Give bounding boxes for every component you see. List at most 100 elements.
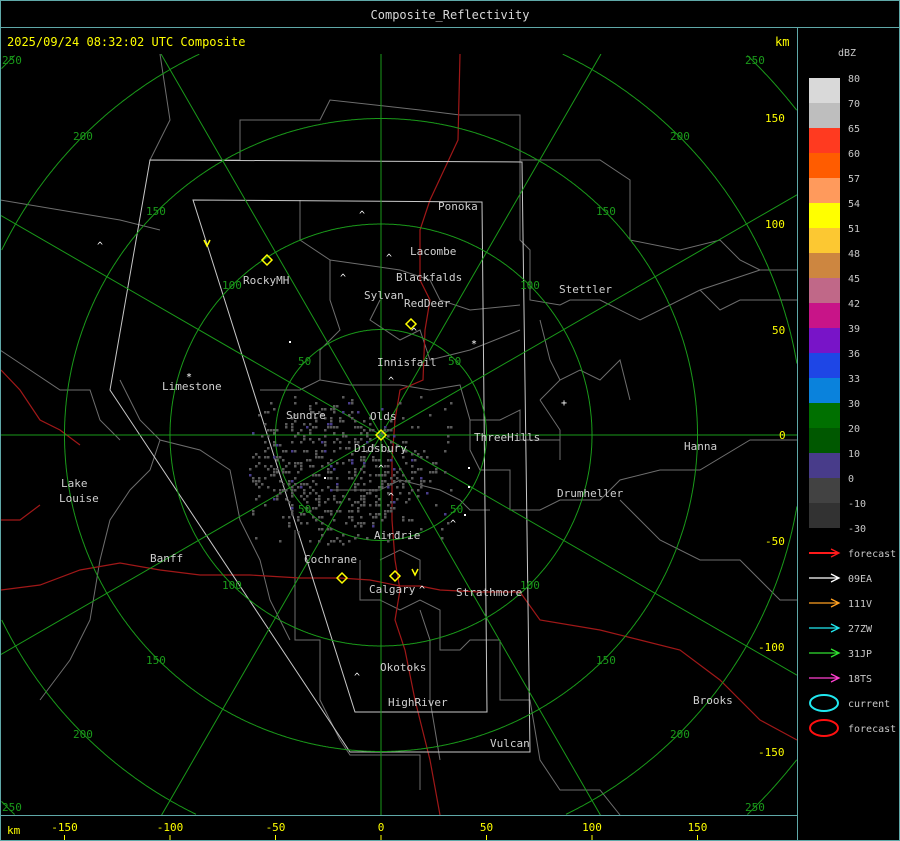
echo-pixel (270, 474, 273, 477)
echo-pixel (360, 504, 363, 507)
ring-label: 200 (73, 130, 93, 143)
city-label[interactable]: Olds (370, 410, 397, 423)
city-label[interactable]: Lake (61, 477, 88, 490)
caret-marker-icon: ^ (411, 327, 417, 338)
echo-pixel (288, 522, 291, 525)
city-label[interactable]: Blackfalds (396, 271, 462, 284)
echo-pixel (417, 426, 420, 429)
echo-pixel (366, 435, 369, 438)
coverage-polygon-inner (192, 199, 488, 713)
city-label[interactable]: Ponoka (438, 200, 478, 213)
echo-pixel (372, 516, 375, 519)
echo-pixel (324, 510, 327, 513)
city-label[interactable]: RockyMH (243, 274, 289, 287)
city-label[interactable]: Strathmore (456, 586, 522, 599)
city-label[interactable]: Lacombe (410, 245, 456, 258)
city-label[interactable]: RedDeer (404, 297, 451, 310)
echo-pixel (336, 537, 339, 540)
echo-pixel (327, 543, 330, 546)
echo-pixel (285, 426, 288, 429)
range-ring (747, 55, 797, 111)
city-label[interactable]: Brooks (693, 694, 733, 707)
radar-site-icon[interactable] (388, 569, 402, 583)
range-ring (565, 506, 797, 815)
echo-pixel (342, 543, 345, 546)
track-legend-item: 111V (809, 598, 872, 610)
echo-pixel (420, 480, 423, 483)
city-label[interactable]: ThreeHills (474, 431, 540, 444)
city-label[interactable]: Sundre (286, 409, 326, 422)
echo-pixel (396, 498, 399, 501)
echo-pixel (303, 492, 306, 495)
city-label[interactable]: Okotoks (380, 661, 426, 674)
timestamp: 2025/09/24 08:32:02 UTC Composite (7, 35, 245, 49)
city-label[interactable]: Banff (150, 552, 183, 565)
echo-pixel (315, 426, 318, 429)
city-label[interactable]: Calgary (369, 583, 416, 596)
echo-pixel (411, 519, 414, 522)
city-label[interactable]: Limestone (162, 380, 222, 393)
echo-pixel (360, 498, 363, 501)
echo-pixel (327, 528, 330, 531)
x-tick-label: 150 (688, 821, 708, 834)
echo-pixel (255, 465, 258, 468)
radar-site-icon[interactable] (260, 253, 274, 267)
ring-label: 150 (596, 205, 616, 218)
radar-site-icon[interactable] (374, 428, 388, 442)
echo-pixel (252, 480, 255, 483)
echo-pixel (342, 534, 345, 537)
echo-pixel (327, 423, 330, 426)
city-label[interactable]: Airdrie (374, 529, 420, 542)
echo-pixel (351, 417, 354, 420)
echo-pixel (360, 525, 363, 528)
echo-pixel (405, 480, 408, 483)
echo-pixel (354, 474, 357, 477)
echo-pixel (396, 486, 399, 489)
echo-pixel (309, 429, 312, 432)
echo-pixel (369, 513, 372, 516)
echo-pixel (339, 447, 342, 450)
echo-pixel (315, 519, 318, 522)
echo-pixel (348, 441, 351, 444)
radar-site-icon[interactable] (335, 571, 349, 585)
echo-pixel (420, 486, 423, 489)
echo-pixel (309, 405, 312, 408)
city-label[interactable]: Vulcan (490, 737, 530, 750)
echo-pixel (423, 450, 426, 453)
echo-pixel (297, 432, 300, 435)
echo-pixel (411, 453, 414, 456)
echo-pixel (381, 486, 384, 489)
echo-pixel (414, 471, 417, 474)
echo-pixel (255, 537, 258, 540)
echo-pixel (267, 435, 270, 438)
echo-pixel (363, 504, 366, 507)
echo-pixel (324, 444, 327, 447)
track-label: 18TS (848, 674, 872, 685)
echo-pixel (294, 396, 297, 399)
city-label[interactable]: Cochrane (304, 553, 357, 566)
y-tick: 150 (765, 112, 785, 125)
echo-pixel (351, 402, 354, 405)
y-tick: 50 (772, 324, 785, 337)
map-area[interactable]: 50 50 50 50 100 100 100 100 150 150 150 … (0, 54, 797, 815)
echo-pixel (411, 465, 414, 468)
radar-site-icon[interactable] (404, 317, 418, 331)
city-label[interactable]: Hanna (684, 440, 717, 453)
city-label[interactable]: HighRiver (388, 696, 448, 709)
level-label: 36 (848, 349, 860, 360)
city-label[interactable]: Louise (59, 492, 99, 505)
echo-pixel (336, 462, 339, 465)
city-label[interactable]: Innisfail (377, 356, 437, 369)
echo-pixel (384, 465, 387, 468)
echo-pixel (258, 477, 261, 480)
city-label[interactable]: Didsbury (354, 442, 407, 455)
city-label[interactable]: Stettler (559, 283, 612, 296)
echo-pixel (273, 429, 276, 432)
y-tick: 0 (779, 429, 786, 442)
city-label[interactable]: Sylvan (364, 289, 404, 302)
cell-ellipse-icon (809, 719, 839, 737)
range-ring (1, 54, 200, 251)
ring-label: 50 (298, 355, 311, 368)
city-label[interactable]: Drumheller (557, 487, 624, 500)
echo-pixel (390, 477, 393, 480)
